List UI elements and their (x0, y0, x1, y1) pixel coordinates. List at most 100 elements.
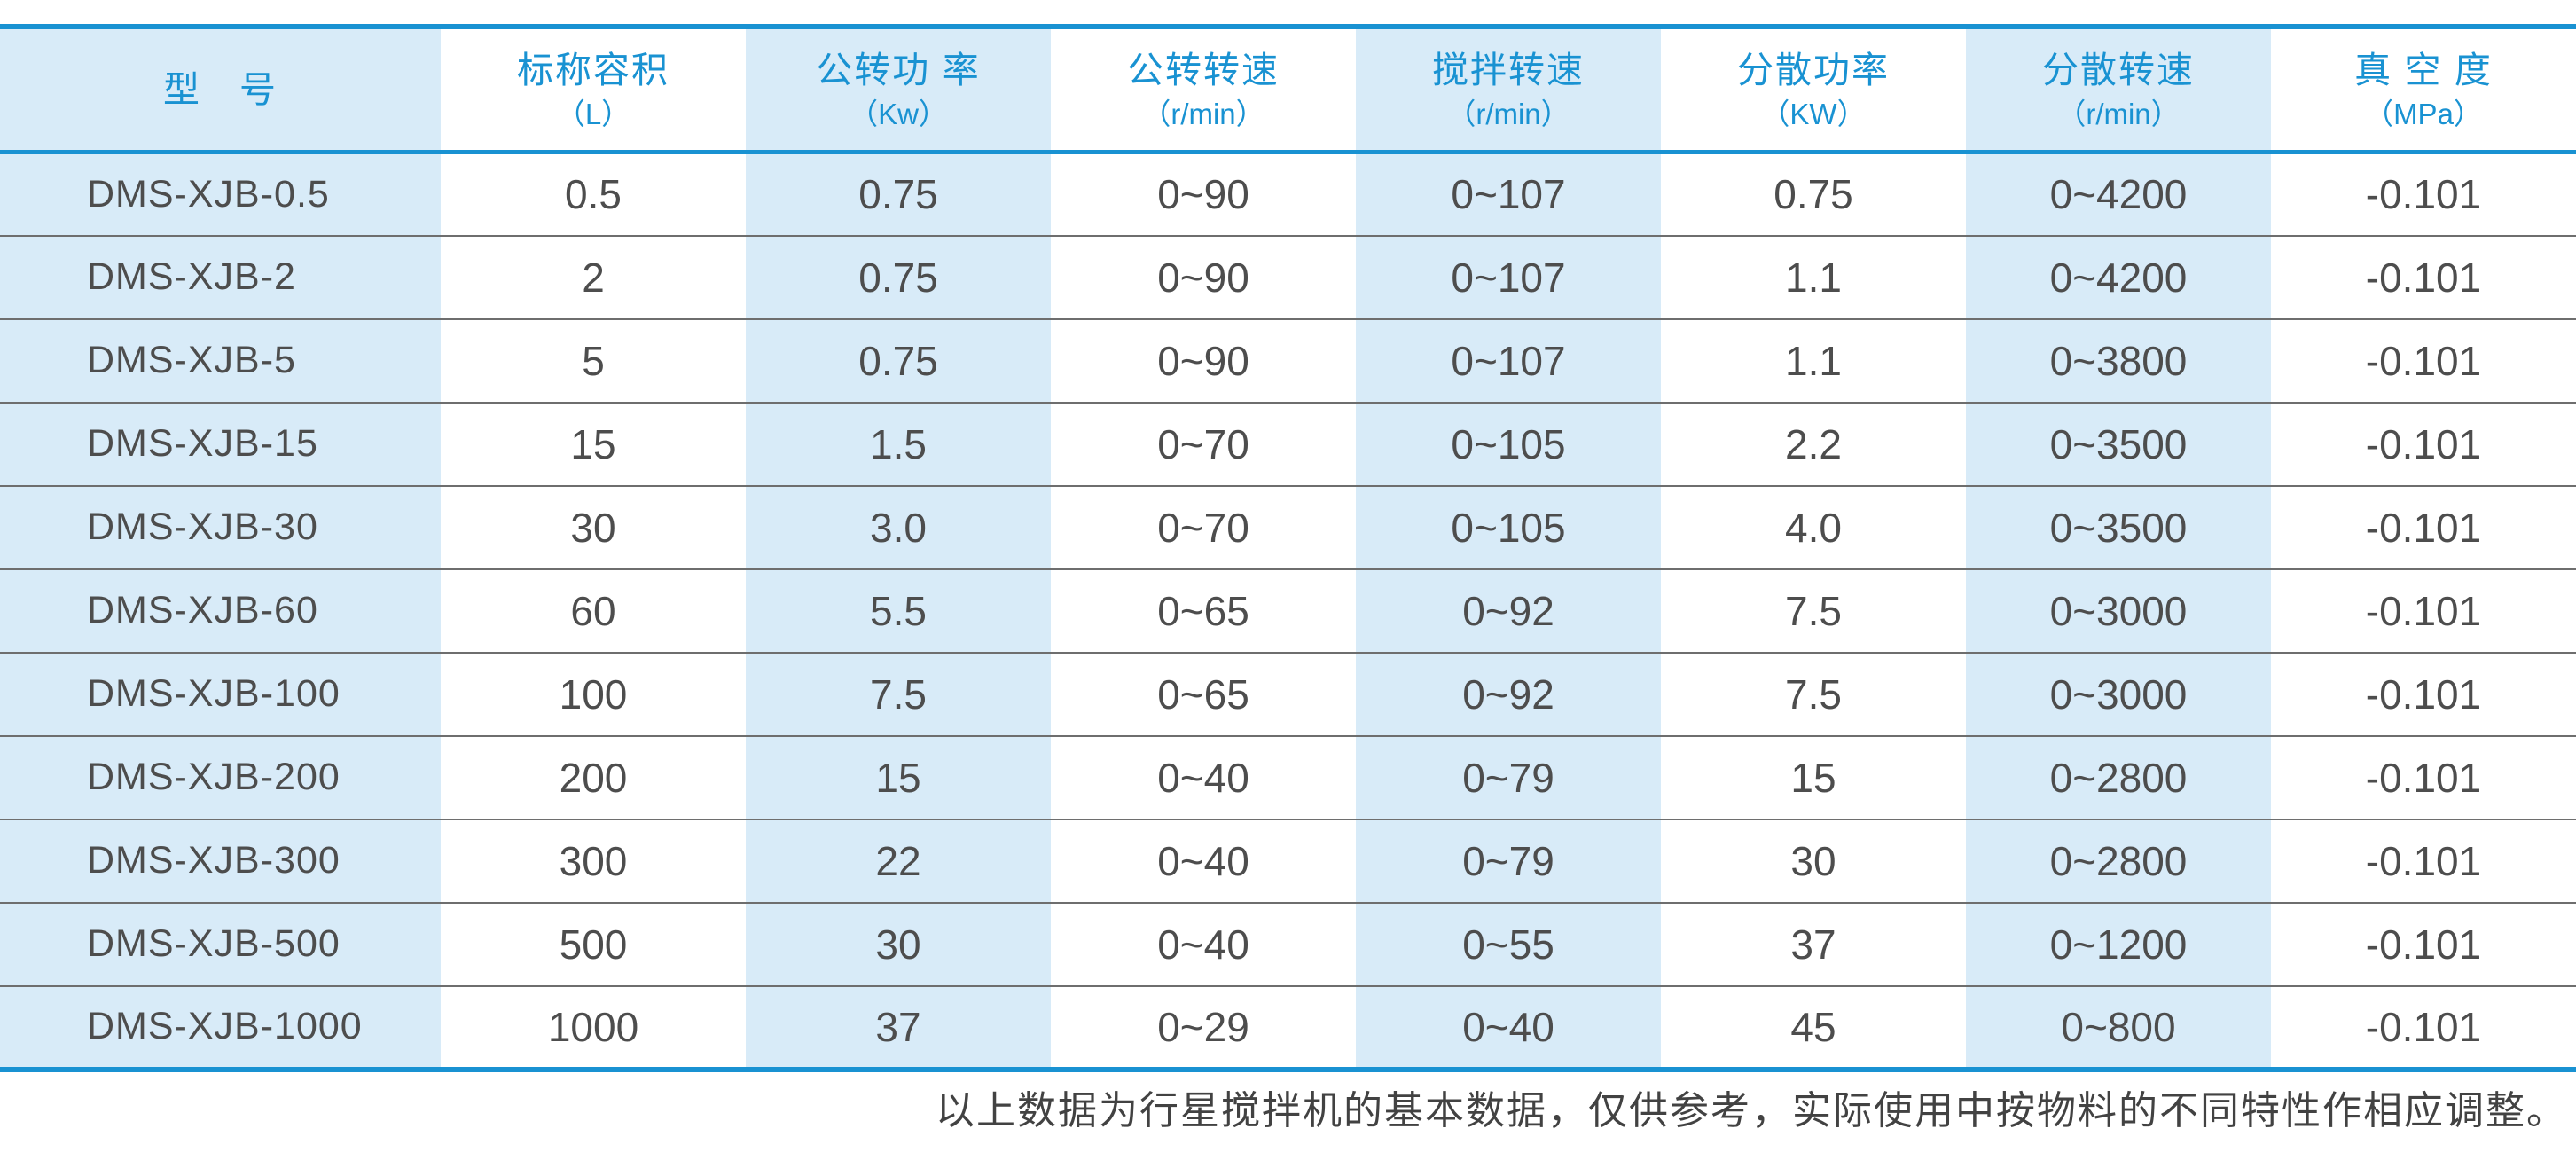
table-row: DMS-XJB-30 30 3.0 0~70 0~105 4.0 0~3500 … (0, 484, 2576, 569)
col-header-unit: （Kw） (849, 98, 948, 130)
col-header-unit: （r/min） (1446, 98, 1570, 130)
model-cell: DMS-XJB-500 (0, 901, 441, 986)
value-cell: 0~2800 (1966, 734, 2271, 819)
value-cell: 0~4200 (1966, 152, 2271, 236)
header-row: 型 号 标称容积 （L） 公转功 率 （Kw） 公转转速 （r/min） 搅拌转… (0, 27, 2576, 154)
col-header-label: 真 空 度 (2354, 50, 2493, 90)
value-cell: 0~105 (1356, 401, 1661, 486)
model-cell: DMS-XJB-0.5 (0, 152, 441, 236)
value-cell: 15 (441, 401, 746, 486)
value-cell: 0~40 (1356, 984, 1661, 1070)
col-header-unit: （r/min） (2056, 98, 2181, 130)
value-cell: 0~40 (1051, 734, 1356, 819)
value-cell: 0.5 (565, 171, 622, 218)
value-cell: 7.5 (746, 651, 1051, 736)
value-cell: 300 (441, 818, 746, 903)
model-cell: DMS-XJB-2 (0, 234, 441, 319)
value-cell: 0~3800 (1966, 318, 2271, 403)
value-cell: -0.101 (2271, 234, 2576, 319)
value-cell: 0~55 (1356, 901, 1661, 986)
col-header-unit: （L） (555, 98, 631, 130)
value-cell: 0~4200 (1966, 234, 2271, 319)
value-cell: 3.0 (746, 484, 1051, 569)
value-cell: 0~90 (1051, 318, 1356, 403)
value-cell: -0.101 (2271, 484, 2576, 569)
value-cell: 100 (441, 651, 746, 736)
value-cell: 1000 (441, 984, 746, 1070)
table-row: DMS-XJB-2 2 0.75 0~90 0~107 1.1 0~4200 -… (0, 234, 2576, 319)
col-header-dispersion-power: 分散功率 （KW） (1661, 27, 1966, 154)
value-cell: 2.2 (1661, 401, 1966, 486)
value-cell: -0.101 (2271, 318, 2576, 403)
value-cell: 0~29 (1051, 984, 1356, 1070)
value-cell: 0.75 (746, 318, 1051, 403)
model-cell: DMS-XJB-1000 (0, 984, 441, 1070)
value-cell: 0~92 (1356, 568, 1661, 653)
value-cell: 4.0 (1661, 484, 1966, 569)
value-cell: 0.75 (746, 234, 1051, 319)
value-cell: 0~70 (1051, 484, 1356, 569)
col-header-revolution-speed: 公转转速 （r/min） (1051, 27, 1356, 154)
value-cell: 500 (441, 901, 746, 986)
footnote: 以上数据为行星搅拌机的基本数据，仅供参考，实际使用中按物料的不同特性作相应调整。 (936, 1088, 2567, 1133)
value-cell: 0~107 (1356, 318, 1661, 403)
model-cell: DMS-XJB-100 (0, 651, 441, 736)
col-header-label: 公转转速 (1127, 50, 1280, 90)
value-cell: 15 (746, 734, 1051, 819)
col-header-unit: （r/min） (1141, 98, 1265, 130)
value-cell: 0~3000 (1966, 568, 2271, 653)
model-cell: DMS-XJB-30 (0, 484, 441, 569)
value-cell: 30 (441, 484, 746, 569)
value-cell: 0~79 (1356, 818, 1661, 903)
value-cell: 30 (1661, 818, 1966, 903)
value-cell: 2 (441, 234, 746, 319)
value-cell: 0~1200 (1966, 901, 2271, 986)
value-cell: 7.5 (1661, 568, 1966, 653)
col-header-label: 公转功 率 (816, 50, 981, 90)
table-body: DMS-XJB-0.5 0.5 0.75 0~90 0~107 0.75 0~4… (0, 152, 2576, 1070)
value-cell: 0~2800 (1966, 818, 2271, 903)
model-cell: DMS-XJB-200 (0, 734, 441, 819)
value-cell: -0.101 (2271, 568, 2576, 653)
value-cell: 5 (441, 318, 746, 403)
value-cell: 0~107 (1356, 152, 1661, 236)
value-cell: 45 (1661, 984, 1966, 1070)
table-row: DMS-XJB-0.5 0.5 0.75 0~90 0~107 0.75 0~4… (0, 152, 2576, 236)
value-cell: -0.101 (2271, 901, 2576, 986)
value-cell: 1.1 (1661, 318, 1966, 403)
value-cell: 0~92 (1356, 651, 1661, 736)
value-cell: 0~90 (1157, 171, 1249, 218)
table-row: DMS-XJB-100 100 7.5 0~65 0~92 7.5 0~3000… (0, 651, 2576, 736)
model-cell: DMS-XJB-60 (0, 568, 441, 653)
table-header: 型 号 标称容积 （L） 公转功 率 （Kw） 公转转速 （r/min） 搅拌转… (0, 27, 2576, 154)
col-header-stirring-speed: 搅拌转速 （r/min） (1356, 27, 1661, 154)
value-cell: -0.101 (2271, 818, 2576, 903)
table-row: DMS-XJB-200 200 15 0~40 0~79 15 0~2800 -… (0, 734, 2576, 819)
value-cell: 5.5 (746, 568, 1051, 653)
col-header-nominal-capacity: 标称容积 （L） (441, 27, 746, 154)
value-cell: 0~79 (1356, 734, 1661, 819)
value-cell: -0.101 (2271, 401, 2576, 486)
value-cell: 0~40 (1051, 901, 1356, 986)
value-cell: 7.5 (1661, 651, 1966, 736)
col-header-label: 标称容积 (517, 50, 669, 90)
col-header-label: 分散功率 (1737, 50, 1890, 90)
col-header-label: 搅拌转速 (1432, 50, 1585, 90)
col-header-label: 分散转速 (2042, 50, 2195, 90)
value-cell: 37 (1661, 901, 1966, 986)
value-cell: 1.5 (746, 401, 1051, 486)
col-header-model: 型 号 (0, 27, 441, 154)
value-cell: 0~800 (1966, 984, 2271, 1070)
value-cell: 0~70 (1051, 401, 1356, 486)
table-row: DMS-XJB-1000 1000 37 0~29 0~40 45 0~800 … (0, 984, 2576, 1070)
value-cell: 1.1 (1661, 234, 1966, 319)
value-cell: 15 (1661, 734, 1966, 819)
value-cell: 0~90 (1051, 234, 1356, 319)
table-row: DMS-XJB-60 60 5.5 0~65 0~92 7.5 0~3000 -… (0, 568, 2576, 653)
value-cell: 60 (441, 568, 746, 653)
table-row: DMS-XJB-15 15 1.5 0~70 0~105 2.2 0~3500 … (0, 401, 2576, 486)
value-cell: 0~65 (1051, 568, 1356, 653)
value-cell: -0.101 (2271, 734, 2576, 819)
value-cell: 0~105 (1356, 484, 1661, 569)
value-cell: 0.75 (1773, 171, 1853, 218)
